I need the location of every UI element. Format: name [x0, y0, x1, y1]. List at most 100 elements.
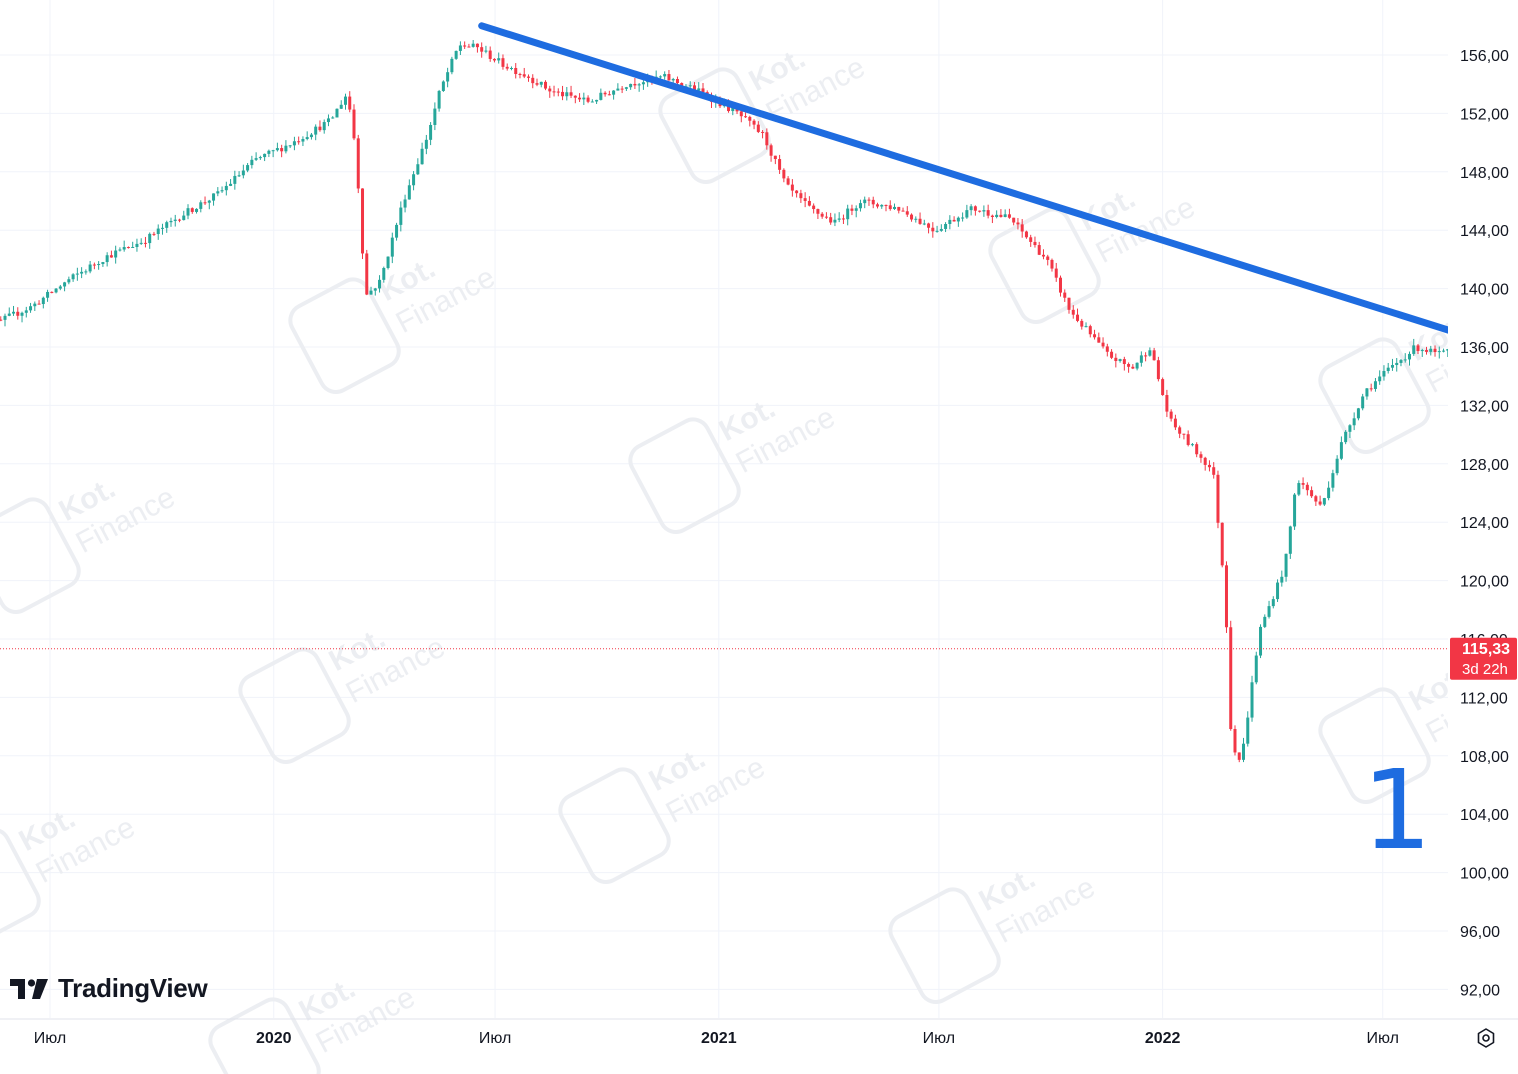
candle-body [927, 223, 931, 228]
candle [927, 222, 931, 234]
price-tick-label: 100,00 [1460, 866, 1509, 883]
candle-body [143, 242, 147, 244]
candle-body [692, 85, 696, 91]
candle [820, 212, 824, 219]
settings-gear-icon[interactable] [1474, 1026, 1498, 1050]
candle [1361, 393, 1365, 411]
price-axis-bg [1448, 0, 1518, 1018]
price-tick-label: 152,00 [1460, 106, 1509, 123]
candle [1365, 387, 1369, 400]
candle-body [309, 134, 313, 138]
candle [803, 192, 807, 208]
candle [488, 46, 492, 62]
candle-body [535, 83, 539, 85]
candle [497, 52, 501, 64]
tradingview-logo[interactable]: TradingView [10, 973, 208, 1004]
time-tick-label: Июл [479, 1030, 511, 1047]
candle-body [258, 157, 262, 159]
candle-body [680, 83, 684, 87]
candle [893, 203, 897, 210]
candle-body [148, 233, 152, 244]
candle [275, 142, 279, 152]
candle-body [552, 91, 556, 93]
candle-body [1037, 245, 1041, 255]
candle-body [250, 159, 254, 166]
candle [1250, 675, 1254, 722]
candle [1352, 412, 1356, 431]
candle [1178, 425, 1182, 439]
candle [203, 196, 207, 205]
candle-body [1114, 357, 1118, 362]
candle [807, 196, 811, 207]
candle [1165, 389, 1169, 418]
candle [1416, 344, 1420, 355]
candle [216, 187, 220, 197]
candle [1003, 209, 1007, 218]
candle-body [1407, 353, 1411, 360]
candle [505, 63, 509, 71]
candle-body [586, 97, 590, 102]
candle-body [356, 138, 360, 189]
candle-body [952, 219, 956, 222]
candle-body [178, 219, 182, 221]
candle-body [595, 99, 599, 102]
candle [841, 214, 845, 225]
candle [0, 316, 3, 322]
candle [846, 204, 850, 226]
candle-body [990, 215, 994, 217]
time-axis[interactable]: Июл2020Июл2021Июл2022Июл2023Июл2024Июл20… [0, 1018, 1518, 1047]
candle [773, 155, 777, 165]
candle [1437, 346, 1441, 359]
candle [607, 90, 611, 96]
price-tick-label: 104,00 [1460, 807, 1509, 824]
watermark: Kot.Finance [558, 741, 770, 884]
watermark-cat-icon [208, 997, 321, 1074]
candle [744, 112, 748, 118]
candle [1050, 258, 1054, 272]
candle-body [271, 150, 275, 152]
candle-body [539, 81, 543, 85]
candle-body [326, 118, 330, 123]
candle [343, 93, 347, 110]
candle [458, 41, 462, 56]
candle-body [424, 139, 428, 149]
candle [186, 204, 190, 220]
candle-body [1080, 320, 1084, 327]
candle [331, 116, 335, 119]
candle [999, 209, 1003, 218]
candle [1118, 358, 1122, 363]
candle [629, 83, 633, 90]
candle-body [1284, 553, 1288, 577]
candle [612, 90, 616, 100]
candle-body [1322, 498, 1326, 505]
price-tick-label: 128,00 [1460, 457, 1509, 474]
price-candles [0, 40, 1518, 763]
candle [71, 273, 75, 282]
watermark-cat-icon [628, 417, 741, 534]
time-tick-label: Июл [923, 1030, 955, 1047]
candle [75, 267, 79, 281]
candle-body [131, 246, 135, 248]
candle [1284, 553, 1288, 582]
candle-body [1297, 483, 1301, 495]
candle [624, 86, 628, 91]
candle [407, 179, 411, 200]
candle-body [526, 76, 530, 78]
candle-body [509, 67, 513, 69]
candle [539, 81, 543, 88]
price-tick-label: 132,00 [1460, 398, 1509, 415]
candle [97, 261, 101, 270]
candle-body [1131, 366, 1135, 369]
candle-body [488, 50, 492, 59]
candle-body [935, 230, 939, 232]
candle-body [858, 203, 862, 209]
candle-body [841, 218, 845, 220]
candle-body [778, 159, 782, 170]
candle [480, 42, 484, 58]
candle-body [1348, 425, 1352, 432]
price-axis[interactable]: 156,00 152,00 148,00 144,00 140,00 136,00 132,… [1448, 0, 1518, 1018]
candle-body [1199, 454, 1203, 458]
candle-body [897, 206, 901, 211]
candle-body [378, 279, 382, 289]
watermark-cat-icon [238, 647, 351, 764]
